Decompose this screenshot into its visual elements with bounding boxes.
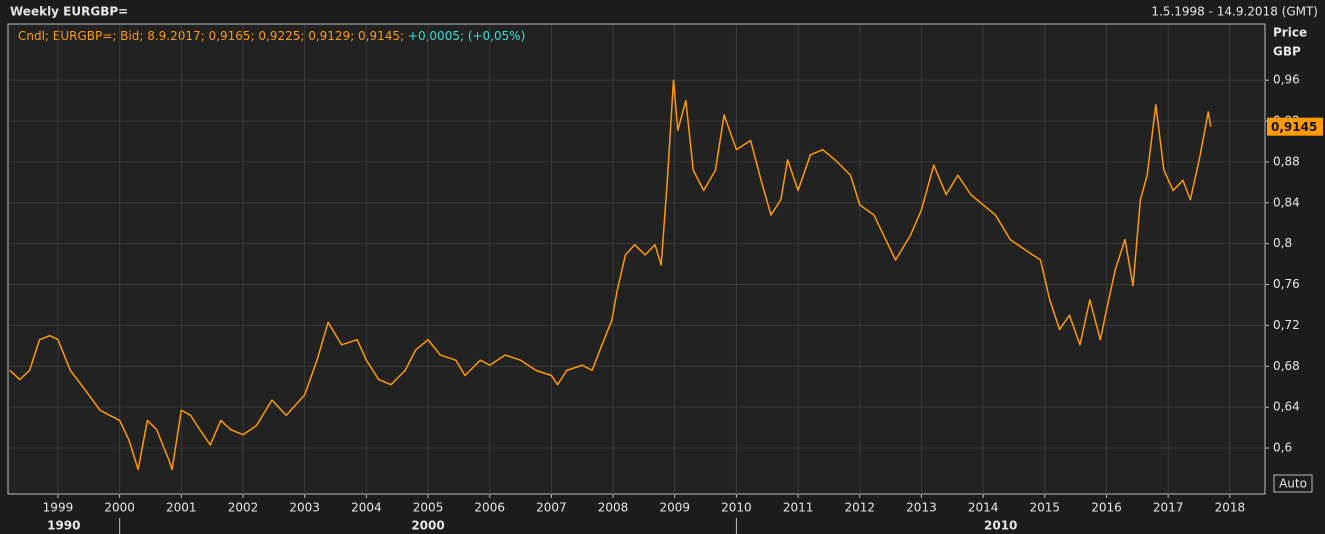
x-tick-label: 2005 xyxy=(413,501,444,515)
x-tick-label: 2003 xyxy=(289,501,320,515)
x-tick-label: 2013 xyxy=(906,501,937,515)
x-tick-label: 2015 xyxy=(1030,501,1061,515)
x-tick-label: 2011 xyxy=(783,501,814,515)
price-line xyxy=(9,79,1212,471)
y-tick-label: 0,8 xyxy=(1273,236,1292,250)
x-tick-label: 2010 xyxy=(721,501,752,515)
y-tick-label: 0,64 xyxy=(1273,400,1300,414)
y-tick-label: 0,88 xyxy=(1273,154,1300,168)
x-tick-label: 2000 xyxy=(104,501,135,515)
y-tick-label: 0,72 xyxy=(1273,318,1300,332)
y-axis-title: Price xyxy=(1273,26,1307,40)
decade-label: 2000 xyxy=(411,519,444,533)
x-tick-label: 2018 xyxy=(1215,501,1246,515)
x-tick-label: 2002 xyxy=(228,501,259,515)
x-tick-label: 1999 xyxy=(43,501,74,515)
decade-label: 1990 xyxy=(47,519,80,533)
y-tick-label: 0,6 xyxy=(1273,441,1292,455)
y-tick-label: 0,96 xyxy=(1273,73,1300,87)
legend-entry: Cndl; EURGBP=; Bid; 8.9.2017; 0,9165; 0,… xyxy=(18,29,404,43)
x-tick-label: 2008 xyxy=(598,501,629,515)
decade-label: 2010 xyxy=(984,519,1017,533)
x-tick-label: 2016 xyxy=(1091,501,1122,515)
x-tick-label: 2007 xyxy=(536,501,567,515)
x-tick-label: 2001 xyxy=(166,501,197,515)
x-tick-label: 2014 xyxy=(968,501,999,515)
x-tick-label: 2017 xyxy=(1153,501,1184,515)
legend: Cndl; EURGBP=; Bid; 8.9.2017; 0,9165; 0,… xyxy=(18,29,525,43)
scale-mode-box[interactable] xyxy=(1273,474,1313,493)
x-tick-label: 2006 xyxy=(474,501,505,515)
x-tick-label: 2004 xyxy=(351,501,382,515)
y-tick-label: 0,76 xyxy=(1273,277,1300,291)
last-price-box xyxy=(1267,117,1323,136)
last-price-label: 0,9145 xyxy=(1271,120,1317,134)
y-axis-unit: GBP xyxy=(1273,45,1301,59)
legend-change: +0,0005; (+0,05%) xyxy=(408,29,525,43)
x-tick-label: 2012 xyxy=(845,501,876,515)
date-range: 1.5.1998 - 14.9.2018 (GMT) xyxy=(1151,5,1318,19)
scale-mode[interactable]: Auto xyxy=(1279,477,1307,491)
x-tick-label: 2009 xyxy=(659,501,690,515)
plot-area xyxy=(7,23,1266,495)
y-tick-label: 0,84 xyxy=(1273,195,1300,209)
y-tick-label: 0,68 xyxy=(1273,359,1300,373)
chart-title: Weekly EURGBP= xyxy=(10,5,128,19)
